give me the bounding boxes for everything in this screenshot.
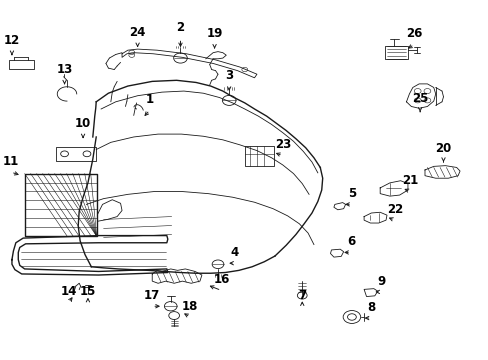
Text: 13: 13 [56, 63, 73, 76]
Text: 2: 2 [176, 21, 184, 34]
Text: 11: 11 [3, 155, 19, 168]
Text: 24: 24 [129, 26, 145, 39]
Text: 15: 15 [80, 285, 96, 298]
Text: 10: 10 [75, 117, 91, 130]
Text: 21: 21 [402, 174, 418, 187]
Text: 4: 4 [230, 246, 239, 259]
Text: 26: 26 [405, 27, 422, 40]
Text: 18: 18 [182, 300, 198, 313]
Text: 23: 23 [274, 138, 290, 151]
Text: 7: 7 [298, 289, 305, 302]
Text: 9: 9 [376, 275, 385, 288]
Text: 16: 16 [213, 273, 229, 286]
Text: 25: 25 [411, 92, 427, 105]
Text: 14: 14 [60, 285, 77, 298]
Text: 1: 1 [145, 93, 154, 106]
Text: 6: 6 [346, 235, 354, 248]
Text: 5: 5 [347, 187, 355, 200]
Text: 8: 8 [366, 301, 375, 314]
Text: 19: 19 [206, 27, 223, 40]
Text: 12: 12 [4, 34, 20, 47]
Text: 3: 3 [224, 69, 233, 82]
Text: 22: 22 [386, 203, 402, 216]
Text: 17: 17 [144, 289, 160, 302]
Text: 20: 20 [434, 142, 451, 155]
